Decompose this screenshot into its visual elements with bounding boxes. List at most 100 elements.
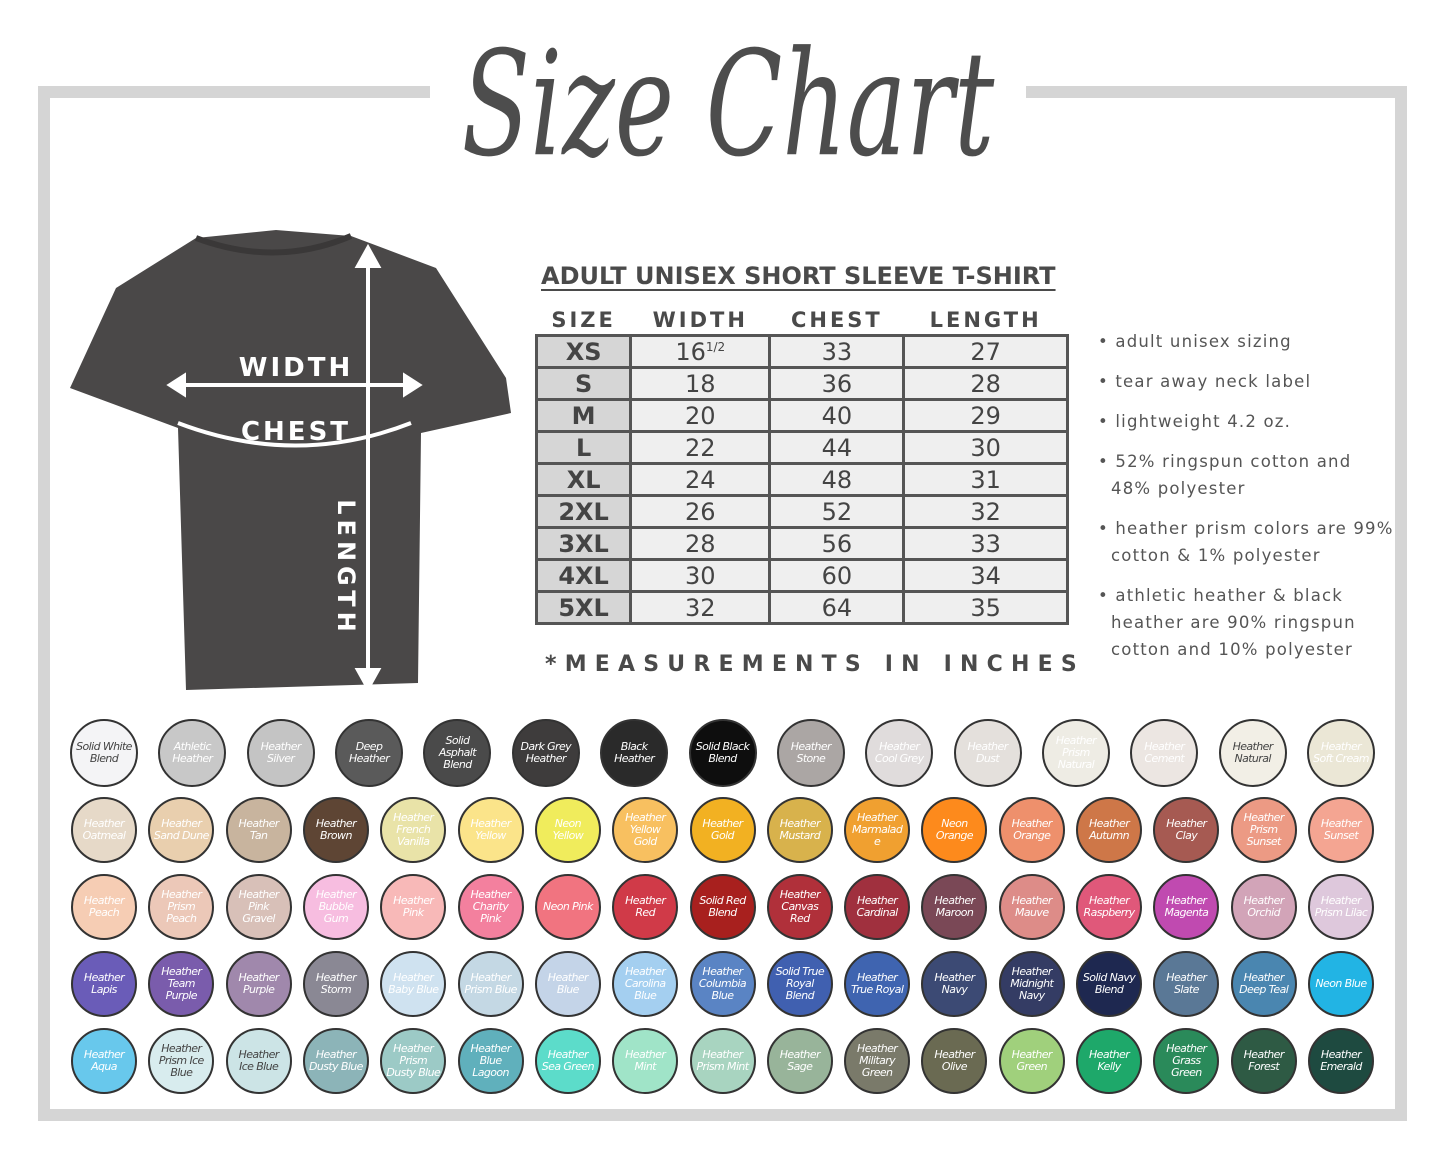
feature-item: • heather prism colors are 99% cotton & … (1098, 519, 1394, 565)
width-cell: 30 (629, 558, 772, 593)
color-swatch: Heather Baby Blue (380, 951, 447, 1017)
chest-cell: 40 (768, 398, 906, 433)
color-swatch: Heather Maroon (921, 874, 988, 940)
width-cell-value: 16 (675, 337, 706, 366)
width-cell: 18 (629, 366, 772, 401)
chest-cell-value: 56 (821, 529, 853, 558)
length-arrow-top-head (354, 243, 382, 268)
length-cell-value: 33 (970, 529, 1001, 558)
table-title: ADULT UNISEX SHORT SLEEVE T-SHIRT (541, 262, 1056, 290)
color-swatch: Dark Grey Heather (511, 719, 580, 787)
color-swatch: Heather Purple (225, 951, 292, 1017)
table-row: XL 24 48 31 (534, 462, 1069, 497)
color-swatch: Heather Canvas Red (766, 874, 833, 940)
color-swatch: Heather Pink (380, 874, 447, 940)
color-swatch: Heather Pink Gravel (225, 874, 292, 940)
color-swatch: Heather Raspberry (1076, 874, 1143, 940)
chest-cell-value: 64 (821, 593, 853, 622)
color-swatch: Solid True Royal Blend (766, 951, 833, 1017)
width-cell-value: 20 (684, 401, 716, 430)
color-swatch: Heather Stone (776, 719, 845, 787)
width-cell-value: 22 (684, 433, 716, 462)
feature-item: • tear away neck label (1098, 372, 1312, 391)
width-cell-value: 32 (684, 593, 716, 622)
color-swatch: Heather Soft Cream (1307, 719, 1375, 787)
color-swatch: Heather Blue (534, 951, 601, 1017)
color-swatch: Heather Prism Peach (148, 874, 215, 940)
length-cell: 29 (902, 398, 1069, 433)
length-cell: 30 (902, 430, 1069, 465)
length-label: LENGTH (332, 499, 360, 637)
table-row: 2XL 26 52 32 (534, 494, 1069, 529)
color-swatch: Heather Dust (953, 719, 1022, 787)
color-swatch: Heather Tan (225, 797, 292, 863)
header-width: WIDTH (652, 308, 748, 332)
width-cell-value: 24 (684, 465, 716, 494)
chest-cell-value: 33 (821, 337, 853, 366)
color-swatch: Heather Columbia Blue (689, 951, 756, 1017)
table-row: S 18 36 28 (534, 366, 1069, 401)
table-row: M 20 40 29 (534, 398, 1069, 433)
chart-frame (38, 86, 1407, 1121)
color-swatch: Heather Mustard (766, 797, 833, 863)
table-row: 5XL 32 64 35 (534, 590, 1069, 625)
page-title: Size Chart (461, 19, 995, 190)
color-swatch: Heather Carolina Blue (612, 951, 679, 1017)
chest-cell: 60 (768, 558, 906, 593)
width-cell-value: 30 (684, 561, 716, 590)
tshirt-diagram: WIDTH CHEST LENGTH (70, 230, 511, 693)
header-size: SIZE (551, 308, 616, 332)
length-cell-value: 28 (970, 369, 1001, 398)
width-cell: 24 (629, 462, 772, 497)
width-cell: 32 (629, 590, 772, 625)
color-swatch: Heather Yellow (457, 797, 524, 863)
size-cell-value: 5XL (558, 593, 609, 622)
chest-cell: 44 (768, 430, 906, 465)
color-swatch: Heather Silver (246, 719, 315, 787)
color-swatch: Heather Peach (71, 874, 137, 940)
color-swatch: Heather Prism Sunset (1230, 797, 1297, 863)
chest-cell-value: 36 (821, 369, 853, 398)
color-swatch: Heather Prism Lilac (1308, 874, 1374, 940)
color-swatch: Heather Dusty Blue (302, 1028, 369, 1094)
tshirt-shape (70, 230, 511, 690)
color-swatch: Heather Kelly (1076, 1028, 1143, 1094)
color-swatch: Athletic Heather (158, 719, 227, 787)
frame-gap (430, 80, 1026, 104)
feature-item: • adult unisex sizing (1098, 332, 1292, 351)
color-swatch: Heather Sunset (1308, 797, 1374, 863)
color-swatch: Heather Team Purple (148, 951, 215, 1017)
color-swatch: Heather Grass Green (1153, 1028, 1220, 1094)
table-row: L 22 44 30 (534, 430, 1069, 465)
color-swatch: Heather Yellow Gold (612, 797, 679, 863)
color-swatch: Solid Asphalt Blend (423, 719, 492, 787)
size-cell-value: M (571, 401, 596, 430)
header-chest: CHEST (790, 308, 883, 332)
color-swatch: Neon Blue (1308, 951, 1374, 1017)
size-cell: 5XL (534, 590, 633, 625)
color-swatch: Heather Forest (1230, 1028, 1297, 1094)
length-arrow-bottom-head (354, 668, 382, 693)
color-swatch: Heather Olive (921, 1028, 988, 1094)
color-swatch: Heather Cool Grey (865, 719, 934, 787)
color-swatch: Heather Cardinal (844, 874, 911, 940)
width-cell: 26 (629, 494, 772, 529)
table-row: XS 161/2 33 27 (534, 334, 1069, 369)
width-cell: 20 (629, 398, 772, 433)
width-arrow-right-head (403, 372, 423, 398)
chest-cell-value: 60 (821, 561, 853, 590)
size-cell: L (534, 430, 633, 465)
table-row: 4XL 30 60 34 (534, 558, 1069, 593)
color-swatch: Neon Yellow (534, 797, 601, 863)
color-swatch: Deep Heather (335, 719, 404, 787)
feature-item: • 52% ringspun cotton and 48% polyester (1098, 452, 1352, 498)
color-swatch: Heather True Royal (844, 951, 911, 1017)
size-cell-value: 3XL (558, 529, 609, 558)
width-cell: 161/2 (629, 334, 772, 369)
chest-cell-value: 52 (821, 497, 853, 526)
size-cell: 2XL (534, 494, 633, 529)
width-label: WIDTH (239, 353, 353, 383)
color-swatch: Heather Midnight Navy (998, 951, 1065, 1017)
size-cell: XS (534, 334, 633, 369)
color-swatch: Heather Autumn (1076, 797, 1143, 863)
